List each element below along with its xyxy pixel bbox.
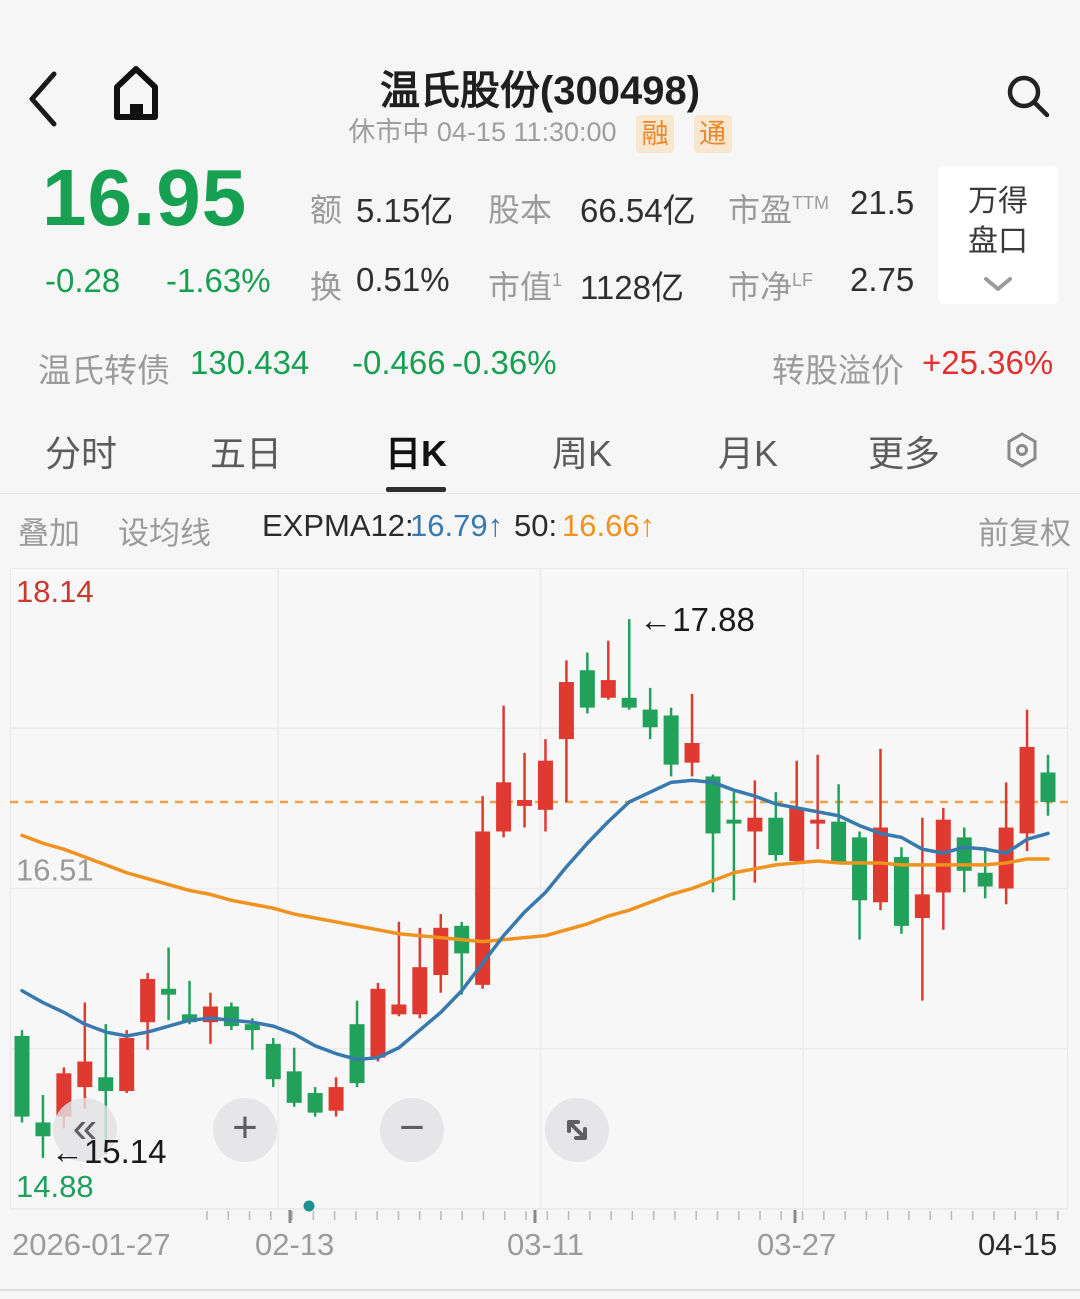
bond-price: 130.434 [190,344,310,381]
stat-amount-label: 额 [310,192,343,228]
panel-line2: 盘口 [968,225,1028,258]
zoom-in-glyph: + [232,1103,258,1152]
bond-name[interactable]: 温氏转债 [38,352,170,389]
price-change-pct: -1.63% [166,262,271,299]
svg-text:16.51: 16.51 [16,853,94,888]
page-title: 温氏股份(300498) [379,69,701,113]
pe-sup: TTM [792,193,829,213]
bond-premium-value: +25.36% [922,344,1054,381]
xaxis-label-1: 02-13 [255,1227,335,1262]
settings-icon[interactable] [1000,428,1044,472]
expand-icon [567,1120,587,1140]
stat-turnover-value: 0.51% [356,261,450,298]
tab-weekly-k[interactable]: 周K [552,433,613,474]
adjust-mode-button[interactable]: 前复权 [978,516,1071,551]
rewind-glyph: « [72,1103,98,1152]
tab-timeshare[interactable]: 分时 [45,433,118,474]
xaxis-label-2: 03-11 [507,1227,584,1262]
expma12-label: EXPMA12: [262,508,414,543]
stat-pb-label: 市净LF [728,269,814,305]
bond-premium-label: 转股溢价 [772,352,904,389]
expma50-label: 50: [514,508,558,543]
tab-daily-k[interactable]: 日K [385,433,447,474]
set-ma-button[interactable]: 设均线 [118,516,211,551]
price-change: -0.28 [45,262,121,299]
mktcap-sup: 1 [552,270,563,290]
search-icon[interactable] [1002,70,1054,122]
status-text: 休市中 04-15 11:30:00 [348,117,617,147]
stat-pe-label: 市盈TTM [728,192,829,228]
stat-pe-value: 21.5 [850,184,915,221]
overlay-button[interactable]: 叠加 [18,516,80,551]
stat-sharecap-label: 股本 [488,192,553,228]
market-status: 休市中 04-15 11:30:00 融 通 [0,110,1080,153]
expand-button[interactable] [545,1098,609,1162]
pb-sup: LF [792,270,814,290]
expma50-value: 16.66↑ [562,508,656,543]
szhk-connect-badge[interactable]: 通 [693,114,732,153]
stat-mktcap-value: 1128亿 [580,269,684,306]
tab-divider [0,493,1080,494]
zoom-out-button[interactable]: − [380,1098,444,1162]
zoom-in-button[interactable]: + [213,1098,277,1162]
expma12-value: 16.79↑ [410,508,504,543]
xaxis-label-0: 2026-01-27 [12,1227,171,1262]
stat-mktcap-label: 市值1 [488,269,563,305]
stat-sharecap-value: 66.54亿 [580,192,696,229]
panel-line1: 万得 [968,185,1028,218]
high-annotation: ←17.88 [639,601,755,639]
chevron-down-icon [984,277,1012,291]
xaxis-label-4: 04-15 [978,1227,1058,1262]
rewind-button[interactable]: « [53,1098,117,1162]
bond-change-pct: -0.36% [452,344,557,381]
back-icon[interactable] [22,66,66,132]
zoom-out-glyph: − [399,1103,425,1152]
xaxis-label-3: 03-27 [757,1227,837,1262]
home-icon[interactable] [103,60,169,126]
last-price: 16.95 [42,153,248,242]
svg-text:18.14: 18.14 [16,574,94,609]
wande-order-book-button[interactable]: 万得 盘口 [938,166,1058,304]
bottom-divider [0,1289,1080,1291]
low-annotation: ←15.14 [50,1132,167,1170]
tab-more[interactable]: 更多 [868,433,941,474]
kline-chart[interactable]: 18.14 16.51 14.88 [10,568,1068,1228]
bond-change: -0.466 [352,344,446,381]
stat-pb-value: 2.75 [850,261,915,298]
margin-badge[interactable]: 融 [636,114,675,153]
svg-text:14.88: 14.88 [16,1169,94,1204]
tab-five-day[interactable]: 五日 [210,433,283,474]
active-tab-underline [386,487,446,492]
stat-turnover-label: 换 [310,269,343,305]
stat-amount-value: 5.15亿 [356,192,454,229]
tab-monthly-k[interactable]: 月K [718,433,779,474]
